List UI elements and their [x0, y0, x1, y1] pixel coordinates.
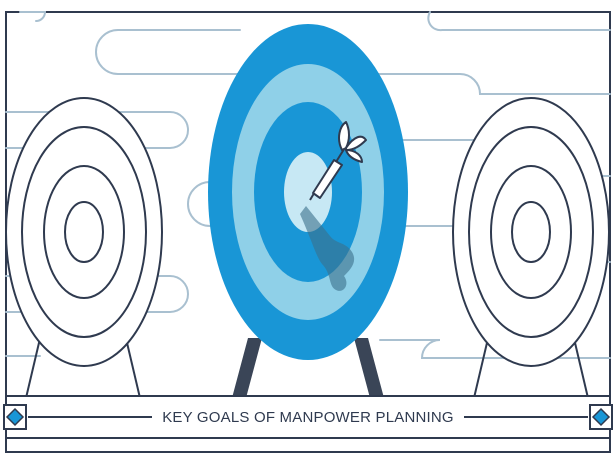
banner-gem-icon [3, 404, 27, 430]
cloud-line [5, 111, 189, 149]
target-ring [490, 165, 572, 299]
target-ring [511, 201, 551, 263]
left-target-icon [5, 97, 163, 399]
target-ring [5, 97, 163, 367]
target-bullseye [284, 152, 332, 232]
cloud-line [187, 181, 225, 227]
banner [3, 395, 613, 439]
right-target-icon [452, 97, 610, 399]
dart-flight [338, 121, 350, 151]
target-ring [64, 201, 104, 263]
dart-flight [345, 149, 363, 163]
target-ring [43, 165, 125, 299]
dart-shadow [300, 206, 355, 291]
cloud-line [427, 11, 611, 32]
gem [5, 407, 25, 427]
target-ring [468, 126, 594, 338]
dart-barrel [312, 159, 343, 199]
cloud-line [19, 11, 47, 22]
cloud-line [379, 339, 611, 359]
cloud-line [95, 29, 611, 95]
dart-icon [309, 121, 367, 201]
target-ring [21, 126, 147, 338]
target-ring [452, 97, 610, 367]
target-stand-leg [232, 338, 262, 398]
target-stand-leg [354, 338, 384, 398]
gem [591, 407, 611, 427]
banner-gem-icon [589, 404, 613, 430]
cloud-line [5, 275, 189, 313]
